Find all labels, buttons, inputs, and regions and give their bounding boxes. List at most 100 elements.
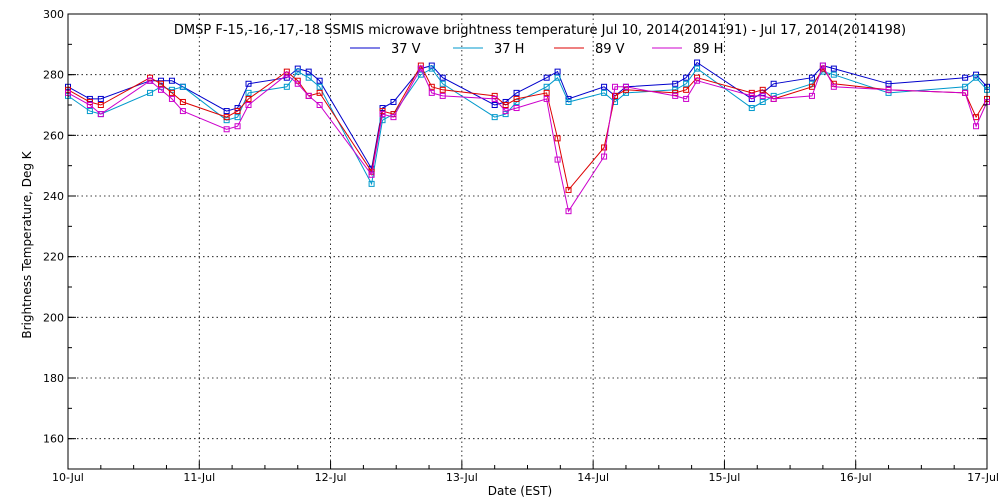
data-point: [368, 180, 375, 187]
data-point: [748, 92, 755, 99]
data-point: [819, 62, 826, 69]
data-point: [502, 102, 509, 108]
data-point: [748, 95, 755, 102]
data-point: [305, 92, 312, 99]
data-point: [245, 80, 252, 87]
y-tick-label: 200: [43, 311, 64, 324]
data-point: [316, 102, 323, 108]
data-point: [612, 83, 619, 90]
series-89-v: [65, 62, 990, 193]
data-point: [830, 83, 837, 90]
data-point: [316, 89, 323, 96]
data-point: [554, 74, 561, 81]
data-point: [543, 83, 550, 90]
data-point: [759, 98, 766, 105]
series-layer: [65, 59, 990, 215]
data-point: [770, 80, 777, 87]
data-point: [439, 92, 446, 99]
data-point: [428, 89, 435, 96]
data-point: [234, 108, 241, 115]
series-line: [67, 61, 988, 171]
data-point: [245, 89, 252, 96]
data-point: [672, 89, 679, 96]
data-point: [86, 102, 93, 108]
data-point: [245, 95, 252, 102]
data-point: [223, 117, 230, 124]
data-point: [502, 108, 509, 115]
legend-label: 89 H: [693, 42, 723, 57]
x-tick-label: 16-Jul: [840, 471, 872, 484]
data-point: [962, 74, 969, 81]
x-axis-ticks: 10-Jul 11-Jul 12-Jul 13-Jul 14-Jul 15-Jul 16-J…: [52, 461, 999, 484]
data-point: [683, 86, 690, 93]
data-point: [245, 102, 252, 108]
data-point: [439, 86, 446, 93]
data-point: [513, 105, 520, 112]
data-point: [683, 80, 690, 87]
data-point: [554, 135, 561, 142]
data-point: [417, 65, 424, 72]
data-point: [973, 74, 980, 81]
data-point: [294, 68, 301, 75]
series-37-v: [65, 59, 990, 172]
data-point: [157, 80, 164, 87]
data-point: [390, 98, 397, 105]
y-axis-label: Brightness Temperature, Deg K: [20, 150, 34, 338]
data-point: [601, 153, 608, 160]
data-point: [390, 114, 397, 121]
data-point: [168, 77, 175, 84]
data-point: [305, 74, 312, 81]
series-89-h: [65, 62, 990, 215]
data-point: [491, 95, 498, 102]
data-point: [179, 83, 186, 90]
data-point: [234, 123, 241, 130]
data-point: [179, 108, 186, 115]
data-point: [962, 83, 969, 90]
data-point: [294, 80, 301, 87]
data-point: [601, 83, 608, 90]
data-point: [601, 89, 608, 96]
data-point: [759, 86, 766, 93]
data-point: [748, 89, 755, 96]
chart-title: DMSP F-15,-16,-17,-18 SSMIS microwave br…: [174, 23, 906, 38]
data-point: [368, 171, 375, 178]
data-point: [694, 59, 701, 66]
data-point: [694, 77, 701, 84]
data-point: [379, 105, 386, 112]
data-point: [223, 108, 230, 115]
data-point: [379, 117, 386, 124]
data-point: [97, 111, 104, 118]
data-point: [491, 114, 498, 121]
data-point: [808, 74, 815, 81]
y-tick-label: 280: [43, 69, 64, 82]
data-point: [830, 65, 837, 72]
data-point: [962, 89, 969, 96]
x-tick-label: 14-Jul: [577, 471, 609, 484]
series-37-h: [65, 65, 990, 187]
data-point: [601, 144, 608, 151]
data-point: [86, 108, 93, 115]
data-point: [379, 108, 386, 115]
legend: 37 V 37 H 89 V 89 H: [350, 42, 723, 57]
data-point: [439, 80, 446, 87]
x-tick-label: 10-Jul: [52, 471, 84, 484]
data-point: [808, 83, 815, 90]
x-tick-label: 15-Jul: [708, 471, 740, 484]
data-point: [683, 74, 690, 81]
data-point: [885, 80, 892, 87]
data-point: [234, 114, 241, 121]
data-point: [543, 89, 550, 96]
data-point: [491, 102, 498, 108]
data-point: [683, 95, 690, 102]
data-point: [168, 89, 175, 96]
data-point: [513, 89, 520, 96]
data-point: [565, 186, 572, 193]
data-point: [543, 74, 550, 81]
gridlines: [68, 14, 987, 469]
series-line: [67, 64, 988, 213]
legend-label: 37 H: [494, 42, 524, 57]
legend-label: 37 V: [391, 42, 421, 57]
data-point: [97, 102, 104, 108]
series-line: [67, 64, 988, 192]
y-tick-label: 160: [43, 433, 64, 446]
